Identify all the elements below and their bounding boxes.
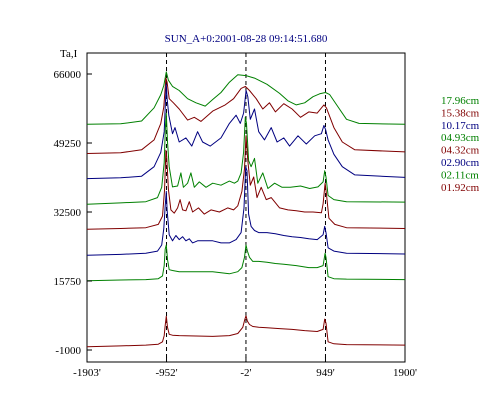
- series-line: [86, 112, 406, 205]
- chart-title: SUN_A+0:2001-08-28 09:14:51.680: [165, 33, 328, 45]
- series-line: [86, 135, 406, 230]
- x-tick-label: 949': [316, 367, 335, 379]
- series-line: [86, 77, 406, 154]
- series-line: [86, 244, 406, 282]
- legend-item: 02.90cm: [441, 157, 480, 169]
- series-group: [86, 71, 406, 348]
- x-tick-label: -1903': [73, 367, 101, 379]
- series-line: [86, 315, 406, 348]
- y-tick-label: 15750: [54, 276, 82, 288]
- legend: 17.96cm15.38cm10.17cm04.93cm04.32cm02.90…: [441, 95, 480, 194]
- legend-item: 10.17cm: [441, 120, 480, 132]
- series-line: [86, 83, 406, 180]
- x-tick-label: -2': [240, 367, 251, 379]
- x-tick-label: 1900': [393, 367, 417, 379]
- x-tick-label: -952': [155, 367, 177, 379]
- y-tick-label: -1000: [55, 345, 81, 357]
- legend-item: 04.32cm: [441, 145, 480, 157]
- legend-item: 01.92cm: [441, 182, 480, 194]
- series-line: [86, 71, 406, 125]
- legend-item: 15.38cm: [441, 107, 480, 119]
- legend-item: 02.11cm: [441, 169, 479, 181]
- legend-item: 04.93cm: [441, 132, 480, 144]
- y-tick-label: 32500: [54, 207, 82, 219]
- y-axis-label: Ta,I: [60, 48, 78, 60]
- y-tick-label: 49250: [54, 138, 82, 150]
- ticks-group: 66000 49250 32500 15750 -1000 -1903' -952' -2' 9…: [54, 69, 418, 379]
- y-tick-label: 66000: [54, 69, 82, 81]
- legend-item: 17.96cm: [441, 95, 480, 107]
- series-line: [86, 166, 406, 256]
